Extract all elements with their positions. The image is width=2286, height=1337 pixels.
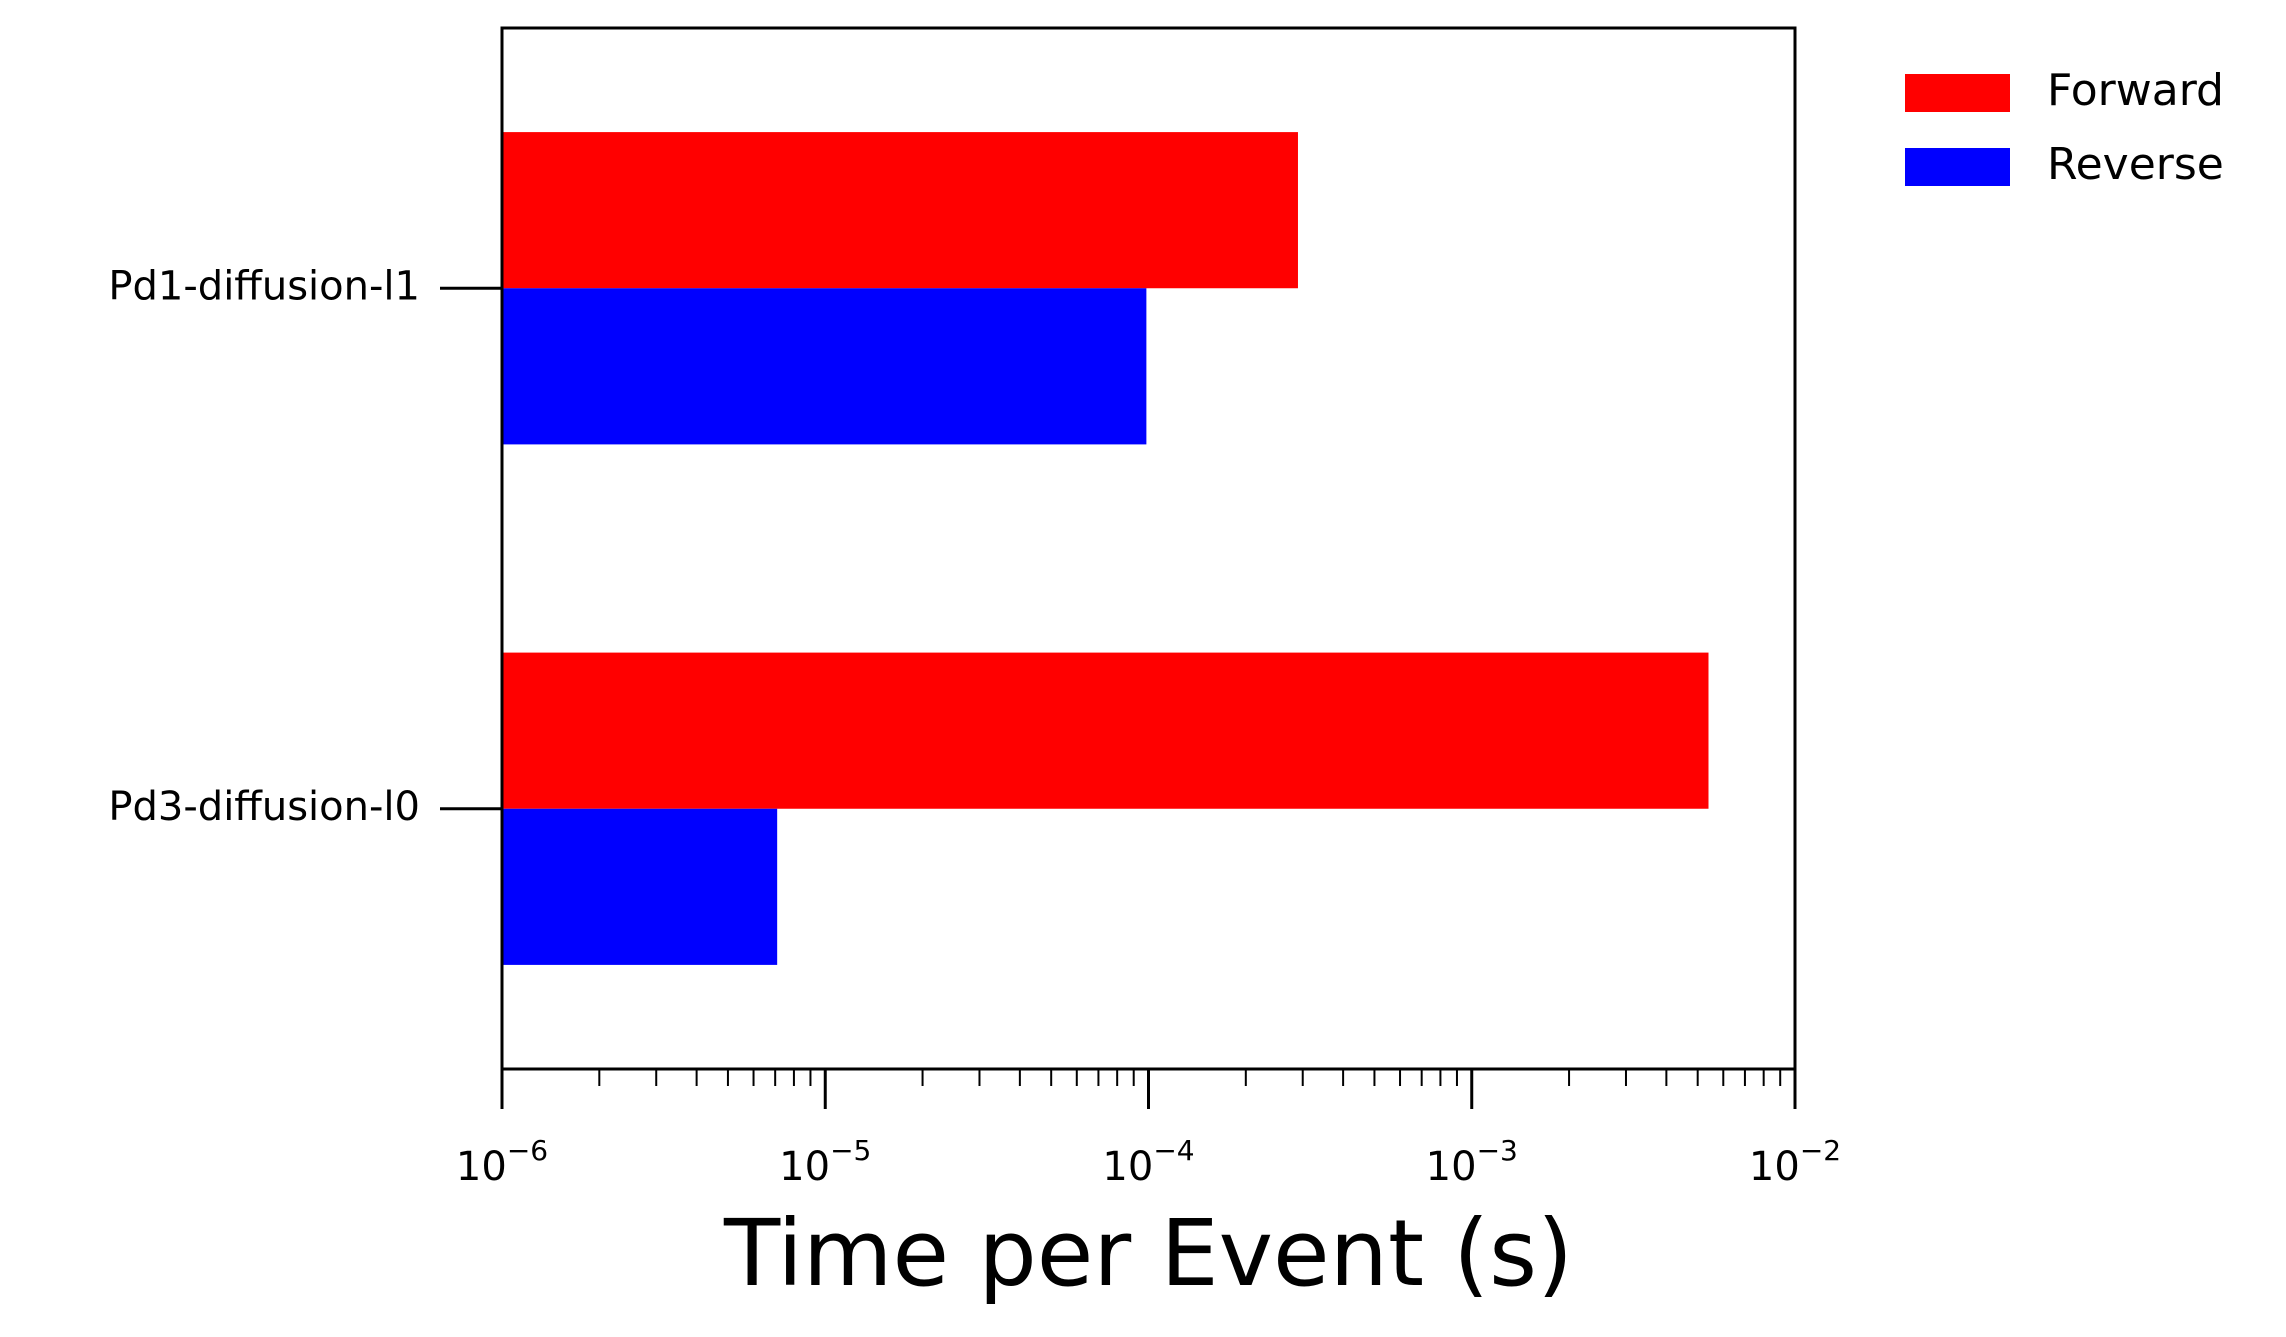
legend-swatch-reverse xyxy=(1905,148,2010,186)
legend-label-forward: Forward xyxy=(2047,65,2224,116)
x-axis-label: Time per Event (s) xyxy=(723,1200,1573,1307)
legend-swatch-forward xyxy=(1905,74,2010,112)
bars-layer xyxy=(502,132,1709,965)
x-tick-label: 10−2 xyxy=(1749,1134,1841,1190)
x-tick-label: 10−5 xyxy=(779,1134,871,1190)
legend-label-reverse: Reverse xyxy=(2047,139,2224,190)
bar-reverse xyxy=(502,288,1147,445)
y-tick-label: Pd3-diffusion-l0 xyxy=(108,784,420,830)
x-axis: 10−6 10−5 10−4 10−3 10−2 xyxy=(456,1069,1841,1190)
legend: Forward Reverse xyxy=(1905,65,2224,190)
x-tick-label: 10−3 xyxy=(1426,1134,1518,1190)
bar-forward xyxy=(502,132,1298,289)
y-axis: Pd1-diffusion-l1 Pd3-diffusion-l0 xyxy=(108,263,502,830)
bar-reverse xyxy=(502,808,778,965)
y-tick-label: Pd1-diffusion-l1 xyxy=(108,263,420,309)
bar-forward xyxy=(502,652,1709,809)
x-tick-label: 10−6 xyxy=(456,1134,548,1190)
x-tick-label: 10−4 xyxy=(1102,1134,1194,1190)
